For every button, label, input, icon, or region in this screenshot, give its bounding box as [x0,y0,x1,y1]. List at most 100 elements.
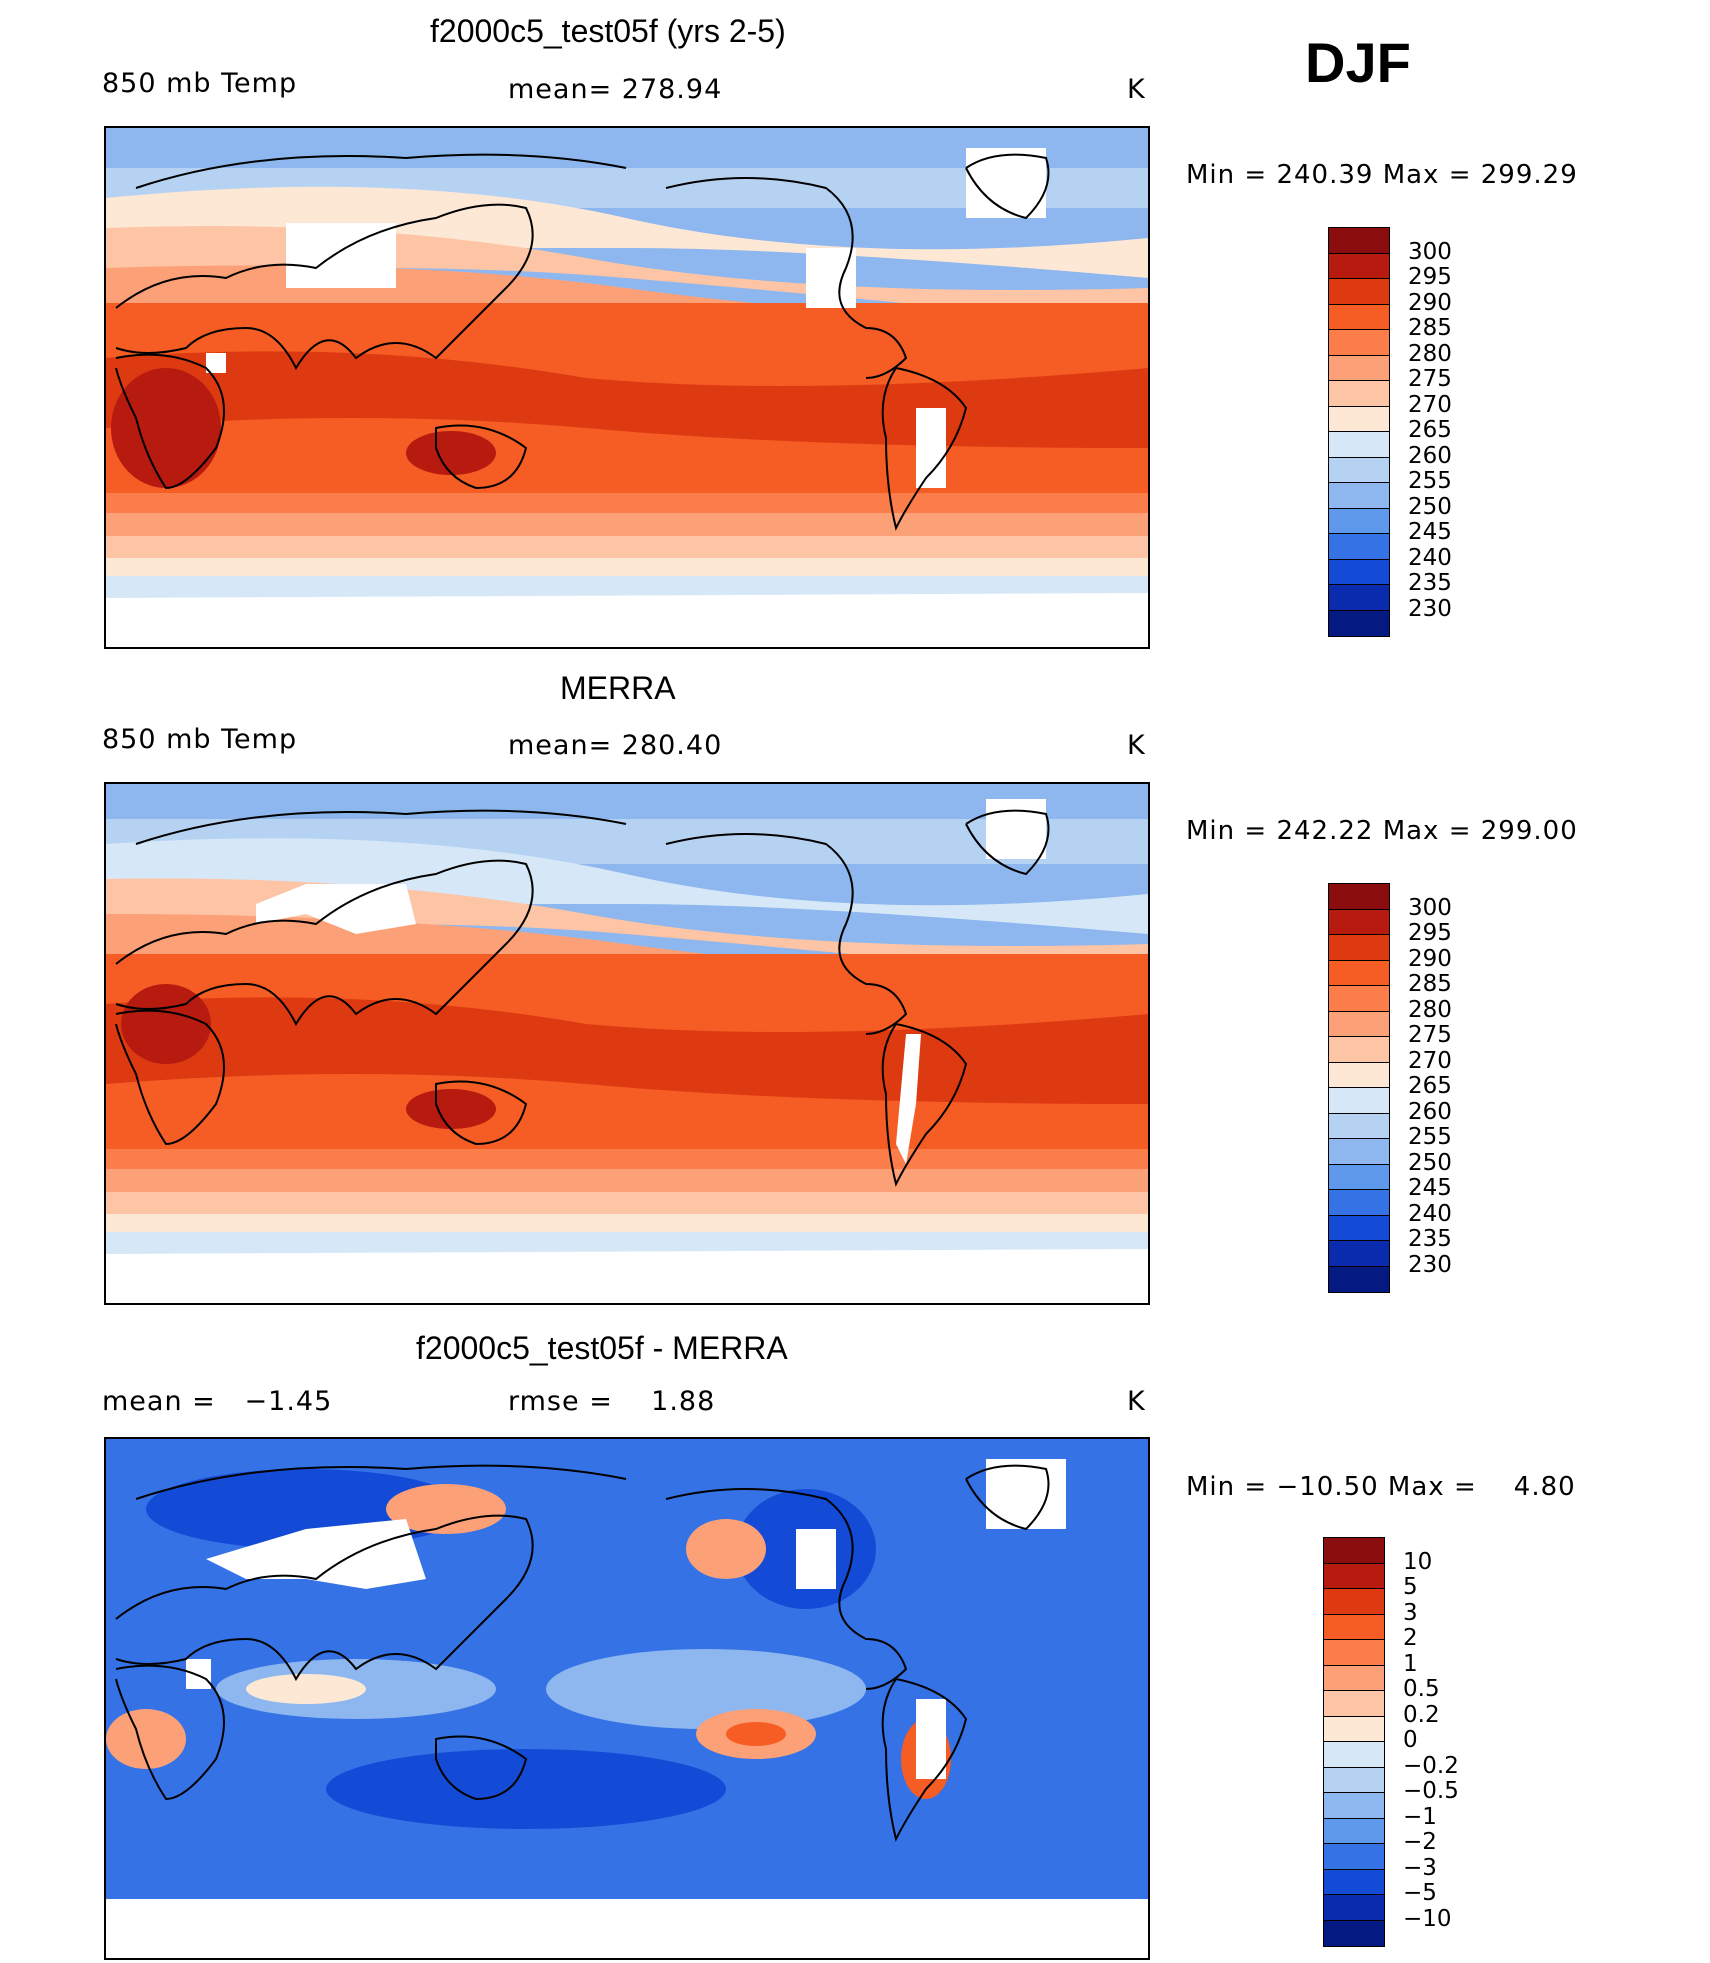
field-band-tropics [106,997,1148,1104]
colorbar-tick-label: 240 [1408,1200,1452,1227]
colorbar-swatch [1329,355,1389,381]
colorbar-swatch [1324,1742,1384,1768]
colorbar-tick-label: −2 [1403,1829,1437,1855]
field-mask-andes [916,1699,946,1779]
field-mask-andes [916,408,946,488]
field-band-south-mid [106,1169,1148,1194]
coast-north-america [665,177,908,379]
colorbar-tick-label: 295 [1408,920,1452,946]
colorbar-tick-label: 260 [1408,1098,1452,1125]
colorbar-swatch [1329,935,1389,961]
colorbar-tick-label: 3 [1403,1599,1418,1626]
colorbar-tick-label: 245 [1408,519,1452,545]
colorbar-tick-label: 250 [1408,493,1452,520]
colorbar-swatch [1329,406,1389,432]
field-band-south-cold [106,558,1148,578]
colorbar-swatch [1324,1563,1384,1589]
colorbar-swatch [1329,432,1389,458]
colorbar-swatch [1329,1011,1389,1037]
coast-africa [115,353,225,490]
colorbar-swatch [1329,585,1389,611]
colorbar-swatch [1329,559,1389,585]
units-label: K [1127,74,1146,105]
colorbar-tick-label: 280 [1408,996,1452,1023]
coast-australia [435,1080,528,1146]
field-mask-andes [896,1034,921,1164]
coast-greenland [965,153,1050,220]
colorbar-swatch [1329,1088,1389,1114]
field-warm-siberia [386,1484,506,1534]
field-warm-core-australia [406,1089,496,1129]
coast-eurasia-africa-north [115,203,534,371]
coastlines [115,809,1050,1187]
colorbar-tick-label: 260 [1408,442,1452,469]
colorbar-swatch [1324,1818,1384,1844]
colorbar-tick-label: 2 [1403,1625,1418,1651]
field-band-south-warm [106,1149,1148,1171]
colorbar-swatch [1324,1895,1384,1921]
colorbar-swatch [1329,508,1389,534]
colorbar [1328,227,1390,637]
units-label: K [1127,1386,1146,1417]
coast-greenland [965,1464,1050,1531]
colorbar [1323,1537,1385,1947]
colorbar-swatch [1324,1793,1384,1819]
colorbar-swatch [1329,1164,1389,1190]
field-band-cool [106,838,1148,934]
field-warm-core-africa [111,368,221,488]
colorbar-swatch [1329,1037,1389,1063]
field-band-south-warm [106,493,1148,515]
coast-south-america [881,1678,968,1842]
field-mask-greenland [986,1459,1066,1529]
mean-label: mean = −1.45 [102,1386,333,1417]
field-antarctica [106,1249,1148,1303]
field-warm-core-africa [121,984,211,1064]
colorbar-swatch [1329,884,1389,910]
colorbar-swatch [1329,330,1389,356]
field-mask-east-africa [206,353,226,373]
colorbar-tick-label: 285 [1408,971,1452,997]
coast-north-america [665,1488,908,1690]
coast-south-america [881,367,968,531]
field-near-zero-indian [246,1674,366,1704]
field-warm-africa [106,1709,186,1769]
colorbar-swatch [1324,1614,1384,1640]
colorbar-swatch [1329,909,1389,935]
colorbar-swatch [1324,1869,1384,1895]
variable-label: 850 mb Temp [102,724,298,755]
colorbar-tick-label: 275 [1408,1022,1452,1048]
map-field [106,784,1148,1303]
colorbar-swatch [1324,1844,1384,1870]
field-warm-core-australia [406,431,496,475]
field-band-south-mid [106,513,1148,538]
coast-africa [115,1009,225,1146]
variable-label: 850 mb Temp [102,68,298,99]
field-warm-northwest [686,1519,766,1579]
field-antarctica [106,1899,1148,1958]
coast-south-america [881,1023,968,1187]
colorbar-tick-label: 10 [1403,1548,1433,1575]
field-mask-rockies [806,248,856,308]
colorbar-tick-label: 0.5 [1403,1676,1440,1702]
map-plot [104,782,1150,1305]
colorbar-tick-label: 235 [1408,570,1452,596]
mean-label: mean= 278.94 [508,74,723,105]
colorbar-swatch [1329,1266,1389,1292]
colorbar-swatch [1324,1538,1384,1564]
coast-eurasia-africa-north [115,1514,534,1682]
coastlines [115,1464,1050,1842]
colorbar-tick-label: −3 [1403,1854,1437,1881]
colorbar-tick-label: −1 [1403,1803,1437,1830]
field-band-south-cool [106,536,1148,561]
colorbar [1328,883,1390,1293]
coast-australia [435,1735,528,1801]
colorbar-swatch [1324,1665,1384,1691]
colorbar-tick-label: −0.5 [1403,1778,1459,1804]
panel-title: f2000c5_test05f (yrs 2-5) [430,13,786,49]
units-label: K [1127,730,1146,761]
field-hot-pacific [726,1722,786,1746]
field-light-pacific [546,1649,866,1729]
min-max-label: Min = −10.50 Max = 4.80 [1186,1472,1576,1502]
colorbar-swatch [1329,1139,1389,1165]
colorbar-tick-label: 300 [1408,238,1452,265]
